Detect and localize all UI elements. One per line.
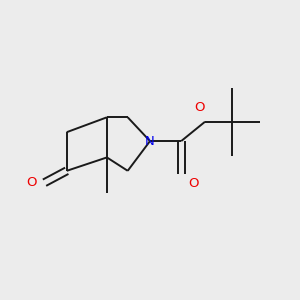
Text: O: O — [189, 177, 199, 190]
Text: O: O — [27, 176, 37, 189]
Text: O: O — [194, 101, 204, 114]
Text: N: N — [145, 135, 155, 148]
